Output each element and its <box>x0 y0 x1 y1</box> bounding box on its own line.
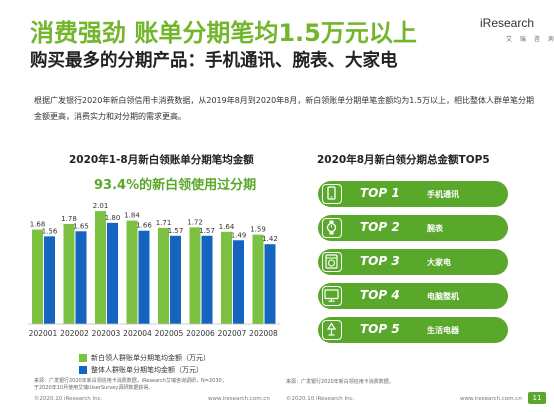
bar-value-label: 1.57 <box>168 227 184 235</box>
bar-series-2 <box>138 230 150 324</box>
category-label: 202001 <box>29 329 58 338</box>
category-label: 202007 <box>218 329 247 338</box>
bar-chart: 1.681.561.781.652.011.80 1.841.66 1.711.57… <box>28 202 280 338</box>
top5-product: 大家电 <box>427 258 451 267</box>
bar-series-2 <box>201 235 213 324</box>
bar-value-label: 1.42 <box>262 235 278 243</box>
bar-value-label: 1.66 <box>136 222 152 230</box>
bar-value-label: 1.84 <box>124 212 140 220</box>
bar-series-2 <box>233 240 244 324</box>
bar-value-label: 1.80 <box>105 214 121 222</box>
computer-monitor-icon <box>322 286 342 306</box>
top5-rank: TOP 2 <box>360 220 400 234</box>
legend-swatch-green <box>79 354 87 362</box>
legend-label-series-2: 整体人群账单分期笔均金额（万元） <box>91 366 203 374</box>
top5-rank: TOP 4 <box>360 288 400 302</box>
top5-item: TOP 5 生活电器 <box>318 317 508 343</box>
bar-series-2 <box>107 222 118 324</box>
page-subtitle: 购买最多的分期产品：手机通讯、腕表、大家电 <box>30 51 398 71</box>
legend-item-series-2: 整体人群账单分期笔均金额（万元） <box>79 364 210 376</box>
bar-series-1 <box>189 227 201 324</box>
highlight-stat: 93.4%的新白领使用过分期 <box>94 178 257 193</box>
bar-value-label: 1.72 <box>187 218 203 226</box>
left-source-note: 来源：广发银行2020年新白领信用卡消费数据，iResearch艾瑞咨询调研，N… <box>34 378 274 392</box>
wristwatch-icon <box>322 218 342 238</box>
lamp-icon <box>322 320 342 340</box>
bar-series-1 <box>32 229 43 324</box>
top5-item: TOP 1 手机通讯 <box>318 181 508 207</box>
bar-series-1 <box>158 227 169 324</box>
bar-series-2 <box>170 235 181 324</box>
bar-value-label: 1.49 <box>231 231 247 239</box>
left-note-line-1: 来源：广发银行2020年新白领信用卡消费数据，iResearch艾瑞咨询调研，N… <box>34 378 227 384</box>
legend-swatch-blue <box>79 366 87 374</box>
left-panel-title: 2020年1-8月新白领账单分期笔均金额 <box>69 154 254 166</box>
chart-legend: 新白领人群账单分期笔均金额（万元） 整体人群账单分期笔均金额（万元） <box>79 352 210 376</box>
bar-series-1 <box>95 211 106 324</box>
top5-product: 手机通讯 <box>427 190 459 199</box>
bar-series-2 <box>264 244 276 324</box>
bar-series-1 <box>63 223 75 324</box>
legend-label-series-1: 新白领人群账单分期笔均金额（万元） <box>91 354 210 362</box>
bar-series-1 <box>252 234 264 324</box>
bar-value-label: 1.56 <box>42 227 58 235</box>
bar-value-label: 1.59 <box>250 226 266 234</box>
top5-product: 腕表 <box>427 224 443 233</box>
left-footer-url: www.iresearch.com.cn <box>208 396 270 402</box>
top5-product: 电脑整机 <box>427 292 459 301</box>
iresearch-logo: iResearch 艾 瑞 咨 询 <box>478 15 554 51</box>
top5-rank: TOP 3 <box>360 254 400 268</box>
right-footer-copyright: ©2020.10 iResearch Inc. <box>286 396 355 402</box>
bar-value-label: 1.64 <box>219 223 235 231</box>
bar-series-1 <box>126 220 138 324</box>
category-label: 202005 <box>155 329 184 338</box>
bar-value-label: 2.01 <box>93 202 109 210</box>
logo-subtext: 艾 瑞 咨 询 <box>506 36 554 43</box>
top5-item: TOP 4 电脑整机 <box>318 283 508 309</box>
bar-value-label: 1.57 <box>199 227 215 235</box>
logo-text: iResearch <box>480 16 535 30</box>
mobile-phone-icon <box>322 184 342 204</box>
category-label: 202008 <box>249 329 278 338</box>
left-footer-copyright: ©2020.10 iResearch Inc. <box>34 396 103 402</box>
right-source-note: 来源：广发银行2020年新白领信用卡消费数据。 <box>286 379 394 385</box>
bar-value-label: 1.68 <box>30 221 46 229</box>
left-note-line-2: 于2020年10月使用艾瑞iUserSurvey调研数据获得。 <box>34 385 154 391</box>
bar-value-label: 1.71 <box>156 219 172 227</box>
category-label: 202004 <box>123 329 152 338</box>
right-footer-url: www.iresearch.com.cn <box>460 396 522 402</box>
category-label: 202002 <box>60 329 89 338</box>
bar-value-label: 1.65 <box>73 222 89 230</box>
top5-item: TOP 2 腕表 <box>318 215 508 241</box>
top5-rank: TOP 1 <box>360 186 400 200</box>
bar-value-label: 1.78 <box>61 215 77 223</box>
top5-product: 生活电器 <box>427 326 459 335</box>
top5-item: TOP 3 大家电 <box>318 249 508 275</box>
category-label: 202006 <box>186 329 215 338</box>
legend-item-series-1: 新白领人群账单分期笔均金额（万元） <box>79 352 210 364</box>
washing-machine-icon <box>322 252 342 272</box>
top5-rank: TOP 5 <box>360 322 400 336</box>
category-label: 202003 <box>92 329 121 338</box>
bar-series-2 <box>75 231 87 324</box>
page-number: 11 <box>528 392 546 404</box>
bar-series-1 <box>221 231 232 324</box>
bar-series-2 <box>44 236 55 324</box>
page-title: 消费强劲 账单分期笔均1.5万元以上 <box>30 19 417 47</box>
right-panel-title: 2020年8月新白领分期总金额TOP5 <box>317 154 490 166</box>
body-paragraph: 根据广发银行2020年新白领信用卡消费数据，从2019年8月到2020年8月，新… <box>34 96 534 121</box>
